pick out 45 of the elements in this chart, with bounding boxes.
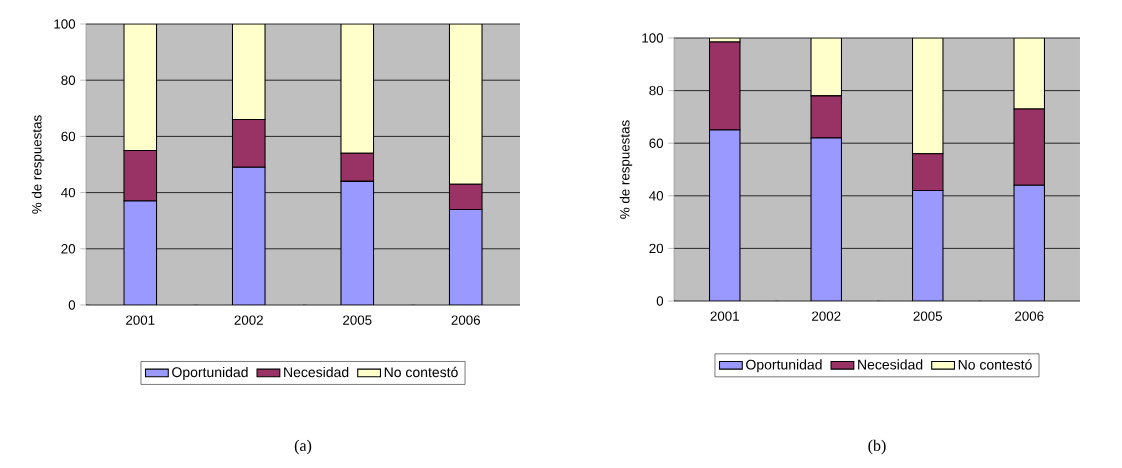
legend-label: Oportunidad (172, 366, 248, 380)
bar (123, 200, 158, 305)
x-tick-label: 2001 (710, 311, 739, 321)
y-axis-title: % de respuestas (31, 115, 45, 214)
y-axis-title: % de respuestas (619, 120, 633, 219)
legend-label: No contestó (958, 359, 1032, 370)
bar (810, 38, 843, 97)
y-tick-label: 80 (649, 85, 664, 96)
x-tick-label: 2001 (126, 315, 155, 325)
y-tick-label: 20 (649, 243, 664, 254)
y-tick-label: 20 (61, 244, 76, 254)
x-tick-label: 2002 (812, 311, 841, 321)
legend-label: No contestó (384, 366, 458, 378)
x-tick-label: 2005 (343, 315, 372, 325)
x-tick-label: 2002 (234, 315, 263, 325)
bar (1013, 38, 1045, 110)
bar (123, 24, 158, 151)
bar (231, 166, 266, 305)
bar (708, 129, 741, 301)
legend-label: Necesidad (858, 359, 923, 370)
text: (b) (868, 439, 886, 455)
bar (911, 38, 944, 155)
y-tick-label: 40 (649, 191, 664, 201)
bar (340, 180, 375, 305)
bar (1013, 184, 1045, 301)
bar (340, 24, 375, 154)
y-tick-label: 100 (642, 33, 664, 43)
bar (911, 190, 944, 301)
text: (a) (294, 439, 312, 455)
y-tick-label: 40 (61, 187, 76, 198)
bar (810, 137, 843, 301)
y-tick-label: 0 (68, 300, 76, 310)
y-tick-label: 80 (61, 75, 76, 85)
bar (448, 208, 483, 305)
x-tick-label: 2005 (913, 311, 943, 321)
y-tick-label: 60 (649, 138, 664, 148)
y-tick-label: 100 (54, 19, 76, 29)
legend-label: Necesidad (284, 366, 349, 378)
x-tick-label: 2006 (451, 315, 480, 325)
y-tick-label: 60 (61, 131, 76, 142)
y-tick-label: 0 (656, 296, 664, 306)
x-tick-label: 2006 (1015, 311, 1044, 321)
legend-label: Oportunidad (746, 359, 822, 373)
bar (231, 24, 266, 121)
bar (448, 24, 483, 185)
